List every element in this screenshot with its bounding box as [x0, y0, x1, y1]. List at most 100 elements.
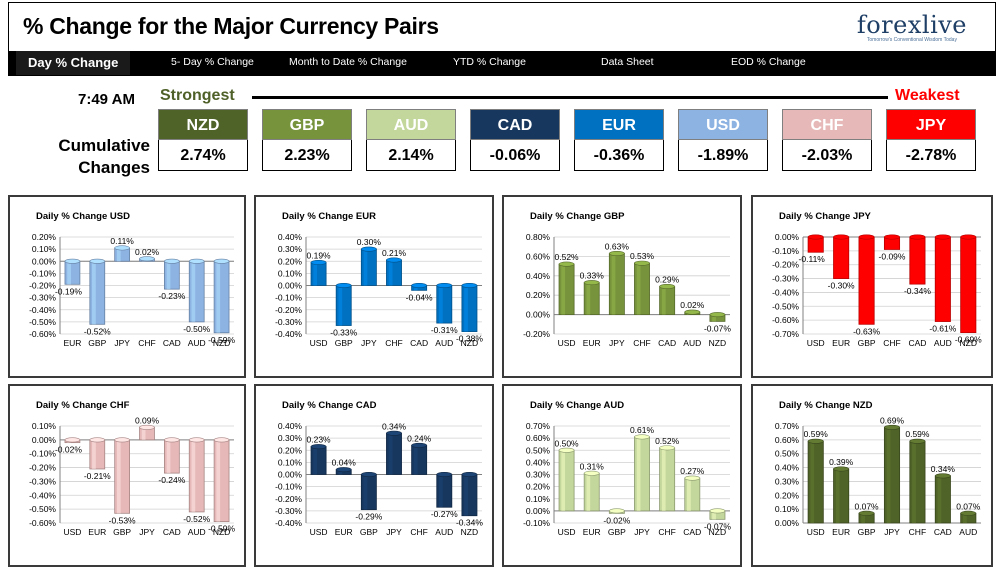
bar-highlight [166, 261, 171, 290]
bar-cap [436, 283, 453, 289]
bar-highlight [464, 285, 468, 332]
y-tick-label: 0.20% [775, 490, 800, 500]
chart-svg: Daily % Change CHF 0.10% 0.00% -0.10% -0.20%… [29, 400, 235, 537]
data-label: -0.19% [55, 286, 82, 296]
bar-highlight [912, 237, 916, 285]
y-tick-label: -0.30% [29, 476, 56, 486]
y-tick-label: 0.20% [526, 482, 551, 492]
x-tick-label: EUR [63, 338, 81, 348]
chart-title: Daily % Change USD [36, 211, 130, 222]
strength-value: -0.06% [470, 140, 560, 171]
bar-highlight [141, 427, 146, 440]
x-tick-label: CAD [908, 338, 926, 348]
bar-highlight [388, 433, 393, 475]
strength-value: 2.23% [262, 140, 352, 171]
chart-svg: Daily % Change USD 0.20% 0.10% 0.00% -0.10% -… [29, 211, 235, 348]
bar-highlight [363, 249, 368, 286]
data-label: -0.02% [55, 445, 82, 455]
y-tick-label: -0.40% [29, 305, 56, 315]
tab-data-sheet[interactable]: Data Sheet [601, 56, 654, 68]
y-tick-label: 0.70% [775, 421, 800, 431]
bar-cap [807, 234, 824, 240]
tab-day-change[interactable]: Day % Change [16, 51, 131, 75]
bar-highlight [439, 285, 443, 324]
bar-cap [833, 234, 850, 240]
y-tick-label: 0.00% [32, 256, 57, 266]
bar-cap [934, 473, 951, 479]
y-tick-label: 0.50% [526, 445, 551, 455]
bar-cap [164, 258, 180, 264]
data-label: 0.52% [655, 436, 680, 446]
chart-cad: Daily % Change CAD 0.40% 0.30% 0.20% 0.10% 0.… [254, 384, 494, 567]
tab-eod-change[interactable]: EOD % Change [731, 56, 806, 68]
x-tick-label: GBP [88, 338, 106, 348]
y-tick-label: -0.30% [29, 293, 56, 303]
y-tick-label: 0.20% [278, 256, 303, 266]
y-tick-label: -0.60% [772, 315, 799, 325]
data-label: 0.23% [307, 435, 332, 445]
y-tick-label: 0.00% [278, 470, 303, 480]
bar-highlight [92, 439, 96, 469]
data-label: 0.69% [880, 415, 905, 425]
bar-cap [411, 442, 427, 448]
cumulative-changes-label: Cumulative Changes [20, 135, 150, 179]
data-label: -0.07% [704, 323, 731, 333]
strength-value: -2.03% [782, 140, 872, 171]
bar [188, 260, 205, 323]
x-tick-label: USD [807, 527, 825, 537]
bar [360, 474, 377, 511]
x-tick-label: CAD [163, 527, 181, 537]
data-label: 0.21% [382, 248, 407, 258]
strength-currency: CHF [782, 109, 872, 140]
x-tick-label: AUD [683, 338, 701, 348]
bar-highlight [338, 285, 343, 326]
bar-cap [684, 309, 701, 315]
bar-cap [659, 283, 675, 289]
data-label: -0.21% [84, 471, 111, 481]
bar-highlight [116, 439, 121, 514]
bar-highlight [937, 237, 942, 322]
bar-cap [909, 234, 926, 240]
chart-svg: Daily % Change AUD 0.70% 0.60% 0.50% 0.40% 0.… [523, 400, 731, 537]
tab-ytd-change[interactable]: YTD % Change [453, 56, 526, 68]
y-tick-label: 0.20% [526, 290, 551, 300]
bar-cap [164, 437, 180, 443]
x-tick-label: JPY [884, 527, 900, 537]
strength-box: EUR -0.36% [574, 109, 664, 171]
strength-arrow-line [252, 96, 888, 99]
data-label: 0.34% [931, 464, 956, 474]
bar-highlight [886, 427, 891, 523]
bar-highlight [636, 436, 641, 511]
y-tick-label: 0.10% [32, 421, 57, 431]
bar [188, 439, 205, 513]
x-tick-label: CHF [385, 338, 402, 348]
tab-month-to-date-change[interactable]: Month to Date % Change [289, 56, 407, 68]
y-tick-label: -0.10% [772, 246, 799, 256]
data-label: -0.11% [799, 254, 826, 264]
x-tick-label: JPY [386, 527, 402, 537]
y-tick-label: -0.20% [29, 463, 56, 473]
x-tick-label: AUD [435, 338, 453, 348]
bar-highlight [661, 447, 666, 511]
y-tick-label: 0.30% [278, 244, 303, 254]
tab-5-day-change[interactable]: 5- Day % Change [171, 56, 254, 68]
strength-box: CAD -0.06% [470, 109, 560, 171]
nav-bar: Day % Change 5- Day % Change Month to Da… [9, 51, 995, 75]
data-label: -0.29% [355, 512, 382, 522]
x-tick-label: EUR [583, 527, 601, 537]
chart-aud: Daily % Change AUD 0.70% 0.60% 0.50% 0.40% 0.… [502, 384, 742, 567]
x-tick-label: GBP [335, 338, 353, 348]
chart-title: Daily % Change EUR [282, 211, 376, 222]
strongest-label: Strongest [160, 87, 235, 104]
x-tick-label: CHF [909, 527, 926, 537]
data-label: -0.69% [955, 335, 982, 345]
bar-cap [461, 283, 478, 289]
y-tick-label: -0.50% [29, 504, 56, 514]
strength-value: 2.74% [158, 140, 248, 171]
bar-cap [114, 437, 130, 443]
bar-highlight [962, 513, 967, 523]
x-tick-label: CHF [138, 338, 155, 348]
x-tick-label: NZD [213, 338, 230, 348]
strength-currency: USD [678, 109, 768, 140]
strength-value: 2.14% [366, 140, 456, 171]
